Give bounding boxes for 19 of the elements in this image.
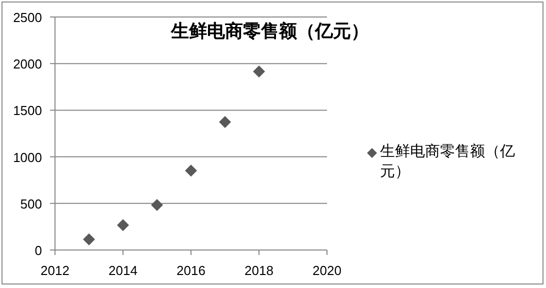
- legend-label: 生鲜电商零售额（亿元）: [380, 143, 515, 180]
- y-tick-label: 500: [20, 196, 42, 212]
- y-tick-label: 2000: [13, 56, 42, 72]
- y-tick-label: 0: [34, 243, 42, 258]
- point: [117, 219, 129, 232]
- chart-title: 生鲜电商零售额（亿元）: [170, 21, 369, 41]
- point: [253, 66, 265, 78]
- y-tick-label: 2500: [13, 10, 42, 25]
- x-tick-label: 2016: [176, 263, 206, 278]
- point: [185, 164, 197, 177]
- x-tick-label: 2020: [312, 263, 342, 278]
- y-tick-label: 1500: [13, 103, 42, 118]
- x-tick-label: 2014: [108, 263, 138, 278]
- point: [83, 233, 95, 246]
- y-tick-label: 1000: [13, 150, 42, 165]
- x-tick-label: 2018: [244, 263, 274, 278]
- point: [151, 198, 163, 211]
- x-tick-label: 2012: [40, 263, 70, 278]
- point: [219, 116, 231, 128]
